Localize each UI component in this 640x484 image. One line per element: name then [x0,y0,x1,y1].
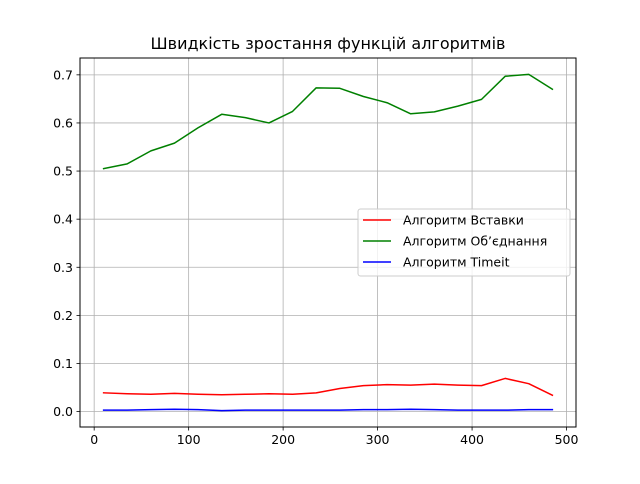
y-tick-label: 0.4 [53,212,73,227]
y-tick-label: 0.7 [53,67,73,82]
y-tick-label: 0.0 [53,404,73,419]
y-tick-label: 0.3 [53,260,73,275]
plot-frame [79,57,577,428]
x-tick-label: 100 [177,432,201,447]
legend-box [357,208,571,277]
legend: Алгоритм Вставки Алгоритм Об’єднання Алгор… [357,208,571,277]
x-tick-label: 0 [90,432,98,447]
y-tick-label: 0.6 [53,115,73,130]
series-lines [102,73,554,412]
x-tick-label: 300 [366,432,390,447]
y-tick-label: 0.1 [53,356,73,371]
legend-label: Алгоритм Timeit [403,255,510,270]
y-tick-label: 0.2 [53,308,73,323]
axis-ticks: 0 100 200 300 400 500 0.0 0.1 0.2 0.3 0.4 0.5 0.6 0.7 [53,67,578,447]
x-tick-label: 200 [271,432,295,447]
x-tick-label: 400 [460,432,484,447]
chart-title: Швидкість зростання функцій алгоритмів [151,34,506,53]
legend-label: Алгоритм Об’єднання [403,234,547,249]
series-line-2 [102,73,554,170]
x-tick-label: 500 [555,432,579,447]
series-line-1 [102,377,554,397]
legend-label: Алгоритм Вставки [403,213,524,228]
series-line-3 [102,408,554,412]
y-tick-label: 0.5 [53,164,73,179]
